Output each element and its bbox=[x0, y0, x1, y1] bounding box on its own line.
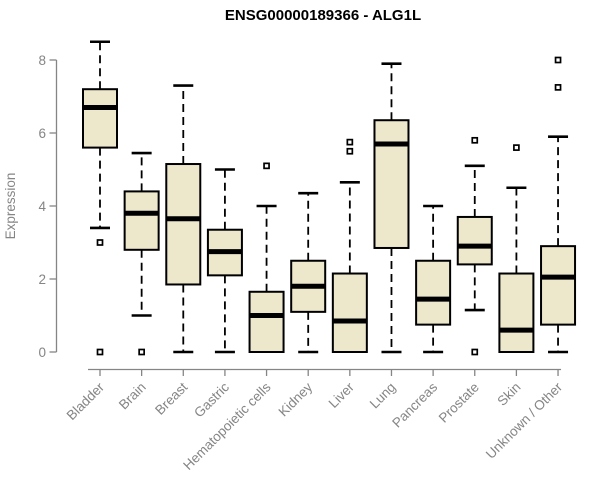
x-category-label-bladder: Bladder bbox=[64, 379, 108, 423]
x-category-label-unknown-other: Unknown / Other bbox=[483, 379, 566, 462]
x-category-label-breast: Breast bbox=[152, 379, 190, 417]
x-category-label-skin: Skin bbox=[494, 380, 523, 409]
outlier-point bbox=[471, 136, 479, 144]
iqr-box bbox=[456, 215, 493, 266]
x-category-label-pancreas: Pancreas bbox=[389, 379, 440, 430]
x-category-label-prostate: Prostate bbox=[436, 380, 482, 426]
x-category-label-kidney: Kidney bbox=[276, 379, 316, 419]
y-tick-label: 4 bbox=[38, 199, 46, 214]
boxplot-hematopoietic-cells bbox=[248, 162, 285, 353]
boxplot-pancreas bbox=[415, 204, 452, 354]
x-category-label-gastric: Gastric bbox=[191, 379, 232, 420]
outlier-point bbox=[513, 144, 520, 151]
iqr-box bbox=[82, 88, 118, 149]
iqr-box bbox=[373, 119, 410, 249]
boxplot-lung bbox=[373, 62, 410, 354]
outlier-point bbox=[554, 84, 562, 91]
iqr-box bbox=[123, 190, 160, 251]
y-axis-title: Expression bbox=[3, 173, 18, 240]
outlier-point bbox=[346, 138, 354, 146]
x-category-label-liver: Liver bbox=[326, 379, 358, 411]
iqr-box bbox=[498, 272, 535, 353]
outlier-point bbox=[471, 348, 479, 356]
outlier-point bbox=[138, 348, 145, 356]
boxplot-gastric bbox=[206, 168, 243, 354]
boxplot-kidney bbox=[290, 191, 327, 354]
outlier-point bbox=[346, 147, 354, 155]
y-tick-label: 2 bbox=[38, 272, 46, 287]
boxplots-group bbox=[82, 40, 577, 356]
y-tick-label: 0 bbox=[38, 345, 46, 360]
outlier-point bbox=[96, 348, 104, 356]
x-category-label-brain: Brain bbox=[116, 380, 149, 413]
x-category-label-lung: Lung bbox=[367, 380, 399, 412]
iqr-box bbox=[248, 290, 285, 353]
iqr-box bbox=[331, 272, 368, 353]
y-tick-label: 8 bbox=[38, 53, 46, 68]
iqr-box bbox=[165, 163, 202, 286]
y-tick-label: 6 bbox=[38, 126, 46, 141]
boxplot-breast bbox=[165, 84, 202, 354]
outlier-point bbox=[96, 239, 104, 246]
boxplot-bladder bbox=[82, 40, 118, 356]
boxplot-brain bbox=[123, 151, 160, 356]
iqr-box bbox=[415, 259, 452, 326]
outlier-point bbox=[554, 56, 562, 64]
boxplot-skin bbox=[498, 144, 535, 353]
boxplot-liver bbox=[331, 138, 368, 353]
chart-title: ENSG00000189366 - ALG1L bbox=[225, 7, 421, 24]
outlier-point bbox=[263, 162, 270, 170]
boxplot-prostate bbox=[456, 136, 493, 356]
boxplot-unknown-other bbox=[540, 56, 577, 354]
iqr-box bbox=[540, 245, 577, 326]
